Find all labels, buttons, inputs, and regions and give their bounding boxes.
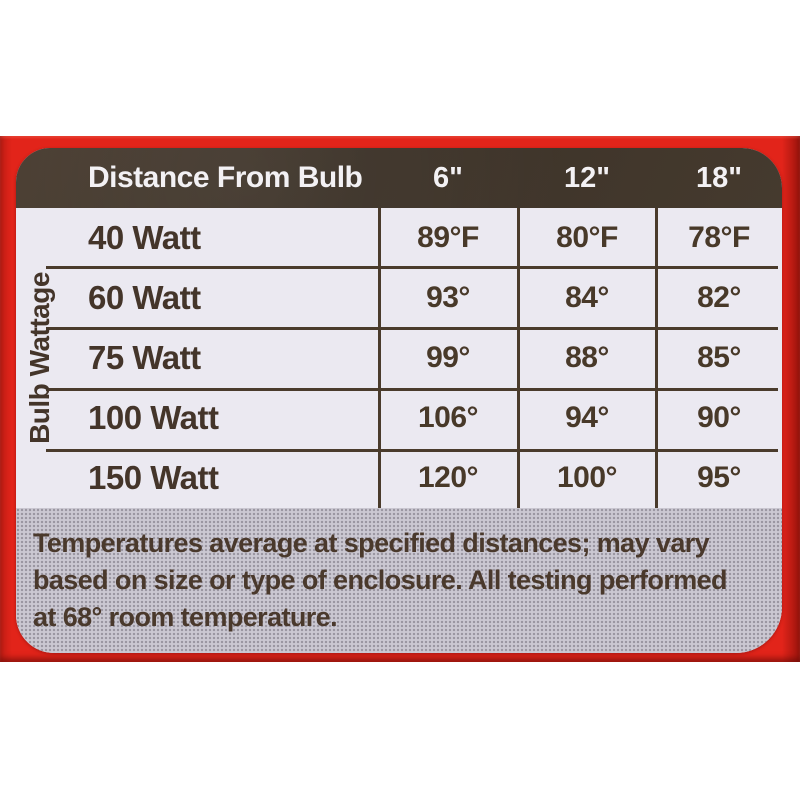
cell-60w-6in: 93°	[426, 281, 470, 314]
column-divider	[378, 208, 381, 508]
row-axis-label-bulb-wattage: Bulb Wattage	[24, 272, 55, 444]
cell-40w-18in: 78°F	[688, 221, 750, 254]
table-row: 150 Watt 120° 100° 95°	[16, 448, 782, 508]
row-label-40-watt: 40 Watt	[88, 219, 201, 256]
cell-100w-12in: 94°	[565, 401, 609, 434]
temperature-chart-panel: Distance From Bulb 6" 12" 18" 40 Watt 89…	[16, 148, 782, 653]
column-header-18in: 18"	[695, 161, 742, 194]
cell-150w-12in: 100°	[556, 461, 618, 494]
cell-40w-12in: 80°F	[556, 221, 618, 254]
row-label-60-watt: 60 Watt	[88, 279, 201, 316]
table-header-row: Distance From Bulb 6" 12" 18"	[16, 148, 782, 208]
column-divider	[655, 208, 658, 508]
footnote-line: based on size or type of enclosure. All …	[33, 565, 728, 595]
cell-75w-12in: 88°	[565, 341, 609, 374]
row-label-150-watt: 150 Watt	[88, 459, 219, 496]
table-row: 100 Watt 106° 94° 90°	[16, 388, 782, 448]
table-title: Distance From Bulb	[88, 161, 363, 194]
row-label-75-watt: 75 Watt	[88, 339, 201, 376]
table-row: 40 Watt 89°F 80°F 78°F	[16, 208, 782, 268]
table-row: 75 Watt 99° 88° 85°	[16, 328, 782, 388]
column-header-12in: 12"	[563, 161, 610, 194]
cell-150w-6in: 120°	[417, 461, 479, 494]
table-row: 60 Watt 93° 84° 82°	[16, 268, 782, 328]
cell-40w-6in: 89°F	[417, 221, 479, 254]
column-header-6in: 6"	[433, 161, 463, 194]
footnote-line: Temperatures average at specified distan…	[33, 528, 710, 558]
row-divider	[46, 449, 778, 452]
footnote-section: Temperatures average at specified distan…	[16, 508, 782, 653]
row-divider	[46, 388, 778, 391]
cell-150w-18in: 95°	[697, 461, 741, 494]
cell-60w-18in: 82°	[697, 281, 741, 314]
table-body: 40 Watt 89°F 80°F 78°F 60 Watt 93° 84° 8…	[16, 208, 782, 508]
cell-75w-18in: 85°	[697, 341, 741, 374]
cell-60w-12in: 84°	[565, 281, 609, 314]
footnote-line: at 68° room temperature.	[33, 602, 338, 632]
row-divider	[46, 266, 778, 269]
cell-100w-6in: 106°	[417, 401, 479, 434]
cell-100w-18in: 90°	[697, 401, 741, 434]
cell-75w-6in: 99°	[426, 341, 470, 374]
column-divider	[517, 208, 520, 508]
row-divider	[46, 327, 778, 330]
row-label-100-watt: 100 Watt	[88, 399, 219, 436]
